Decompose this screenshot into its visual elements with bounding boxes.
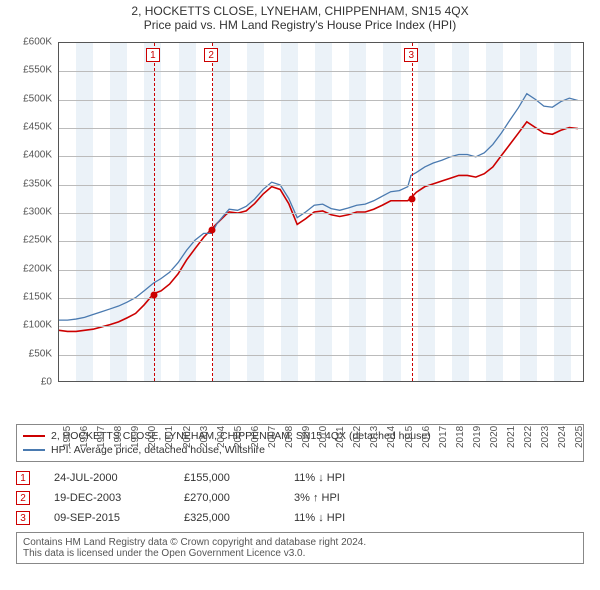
x-axis-label: 1995: [62, 426, 73, 448]
x-axis-label: 2010: [318, 426, 329, 448]
event-dot-2: [209, 227, 216, 234]
event-marker-3: 3: [404, 48, 418, 62]
chart-subtitle: Price paid vs. HM Land Registry's House …: [0, 18, 600, 36]
y-axis-label: £200K: [23, 263, 52, 274]
x-axis-label: 2011: [335, 426, 346, 448]
event-date: 09-SEP-2015: [54, 512, 184, 524]
y-axis-label: £450K: [23, 122, 52, 133]
x-axis-label: 2012: [352, 426, 363, 448]
x-axis-label: 2008: [284, 426, 295, 448]
event-price: £155,000: [184, 472, 294, 484]
x-axis-label: 2017: [438, 426, 449, 448]
gridline-y: [59, 100, 583, 101]
x-axis-label: 2001: [164, 426, 175, 448]
x-axis-label: 2022: [523, 426, 534, 448]
chart-title: 2, HOCKETTS CLOSE, LYNEHAM, CHIPPENHAM, …: [0, 0, 600, 18]
y-axis-label: £300K: [23, 207, 52, 218]
x-axis-label: 2025: [574, 426, 585, 448]
chart-container: 2, HOCKETTS CLOSE, LYNEHAM, CHIPPENHAM, …: [0, 0, 600, 590]
gridline-y: [59, 71, 583, 72]
chart-area: £0 £50K £100K £150K £200K £250K £300K £350K £400…: [10, 38, 590, 418]
y-axis-label: £100K: [23, 320, 52, 331]
y-axis-label: £600K: [23, 37, 52, 48]
y-axis-label: £0: [41, 377, 52, 388]
event-row-2: 2 19-DEC-2003£270,0003% ↑ HPI: [16, 488, 584, 508]
legend-swatch-property: [23, 435, 45, 437]
y-axis-label: £500K: [23, 93, 52, 104]
gridline-y: [59, 270, 583, 271]
gridline-y: [59, 355, 583, 356]
event-dot-3: [409, 195, 416, 202]
event-vline: [412, 43, 413, 381]
y-axis-label: £550K: [23, 65, 52, 76]
footer-line1: Contains HM Land Registry data © Crown c…: [23, 537, 577, 548]
event-dot-1: [150, 292, 157, 299]
x-axis-label: 2002: [182, 426, 193, 448]
event-row-3: 3 09-SEP-2015£325,00011% ↓ HPI: [16, 508, 584, 528]
plot-region: [58, 42, 584, 382]
x-axis-label: 2000: [147, 426, 158, 448]
y-axis-label: £150K: [23, 292, 52, 303]
x-axis-label: 2006: [250, 426, 261, 448]
event-box-2: 2: [16, 491, 30, 505]
event-diff: 11% ↓ HPI: [294, 512, 394, 524]
x-axis-label: 2019: [472, 426, 483, 448]
event-price: £325,000: [184, 512, 294, 524]
x-axis-label: 2009: [301, 426, 312, 448]
event-box-3: 3: [16, 511, 30, 525]
x-axis-label: 2005: [233, 426, 244, 448]
line-layer: [59, 43, 583, 381]
event-vline: [212, 43, 213, 381]
x-axis-label: 2024: [557, 426, 568, 448]
events-table: 124-JUL-2000£155,00011% ↓ HPI219-DEC-200…: [16, 468, 584, 528]
legend-swatch-hpi: [23, 449, 45, 451]
y-axis-label: £250K: [23, 235, 52, 246]
series-property: [59, 122, 578, 332]
event-vline: [154, 43, 155, 381]
y-axis-label: £400K: [23, 150, 52, 161]
x-axis-label: 2020: [489, 426, 500, 448]
x-axis-label: 2007: [267, 426, 278, 448]
x-axis-label: 1998: [113, 426, 124, 448]
event-row-1: 1 24-JUL-2000£155,00011% ↓ HPI: [16, 468, 584, 488]
gridline-y: [59, 298, 583, 299]
event-box-1: 1: [16, 471, 30, 485]
footer-box: Contains HM Land Registry data © Crown c…: [16, 532, 584, 564]
footer-line2: This data is licensed under the Open Gov…: [23, 548, 577, 559]
event-price: £270,000: [184, 492, 294, 504]
x-axis-label: 2013: [369, 426, 380, 448]
x-axis-label: 2018: [455, 426, 466, 448]
gridline-y: [59, 128, 583, 129]
event-marker-1: 1: [146, 48, 160, 62]
event-date: 24-JUL-2000: [54, 472, 184, 484]
event-date: 19-DEC-2003: [54, 492, 184, 504]
x-axis-label: 2014: [386, 426, 397, 448]
gridline-y: [59, 241, 583, 242]
gridline-y: [59, 213, 583, 214]
x-axis-label: 1996: [79, 426, 90, 448]
x-axis-label: 2003: [199, 426, 210, 448]
x-axis-label: 2015: [404, 426, 415, 448]
event-marker-2: 2: [204, 48, 218, 62]
gridline-y: [59, 156, 583, 157]
y-axis-label: £350K: [23, 178, 52, 189]
event-diff: 11% ↓ HPI: [294, 472, 394, 484]
gridline-y: [59, 326, 583, 327]
event-diff: 3% ↑ HPI: [294, 492, 394, 504]
x-axis-label: 2021: [506, 426, 517, 448]
x-axis-label: 1997: [96, 426, 107, 448]
gridline-y: [59, 185, 583, 186]
x-axis-label: 2016: [421, 426, 432, 448]
x-axis-label: 2023: [540, 426, 551, 448]
x-axis-label: 2004: [216, 426, 227, 448]
y-axis-label: £50K: [29, 348, 52, 359]
x-axis-label: 1999: [130, 426, 141, 448]
